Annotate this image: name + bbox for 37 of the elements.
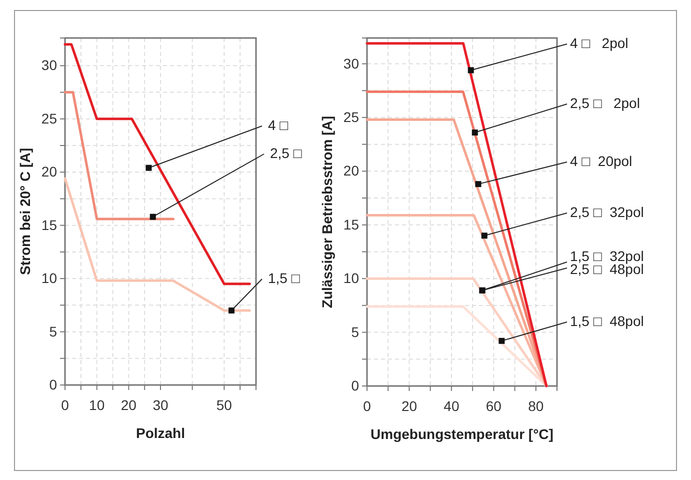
y-tick-label: 0 [49, 376, 58, 392]
x-tick-label: 10 [89, 396, 105, 413]
y-tick-label: 10 [41, 270, 58, 286]
annotation: 2,5 □ 2pol [570, 95, 640, 111]
y-tick-label: 0 [351, 377, 360, 394]
annotation: 4 □ 20pol [570, 153, 632, 169]
x-tick-label: 0 [363, 398, 372, 414]
y-axis-title: Zulässiger Betriebsstrom [A] [319, 116, 335, 308]
x-axis-title: Polzahl [136, 425, 186, 441]
x-tick-label: 30 [152, 396, 168, 413]
annotation: 1,5 □ [268, 270, 300, 286]
y-tick-label: 10 [343, 270, 360, 286]
y-tick-label: 20 [41, 164, 58, 180]
y-tick-label: 30 [343, 55, 360, 72]
y-tick-label: 25 [343, 108, 360, 125]
x-tick-label: 40 [444, 398, 460, 414]
y-tick-label: 20 [343, 162, 360, 179]
y-axis-title: Strom bei 20° C [A] [17, 148, 33, 275]
annotation: 2,5 □ [270, 145, 302, 161]
x-tick-label: 80 [528, 398, 544, 414]
y-tick-label: 25 [41, 110, 58, 126]
x-tick-label: 20 [401, 398, 418, 414]
annotation: 4 □ [268, 117, 289, 133]
y-tick-label: 15 [41, 216, 58, 233]
y-tick-label: 30 [41, 57, 58, 74]
x-tick-label: 0 [61, 396, 70, 413]
x-axis-title: Umgebungstemperatur [°C] [370, 426, 554, 442]
annotation: 4 □ 2pol [570, 35, 628, 51]
annotation: 1,5 □ 48pol [570, 313, 644, 329]
x-tick-label: 50 [216, 396, 232, 413]
y-tick-label: 15 [343, 216, 360, 232]
y-tick-label: 5 [351, 324, 360, 340]
x-tick-label: 20 [120, 396, 137, 413]
y-tick-label: 5 [49, 323, 58, 340]
x-tick-label: 60 [486, 398, 502, 414]
annotation: 2,5 □ 32pol [570, 204, 644, 220]
annotation: 1,5 □ 32pol [570, 248, 644, 264]
